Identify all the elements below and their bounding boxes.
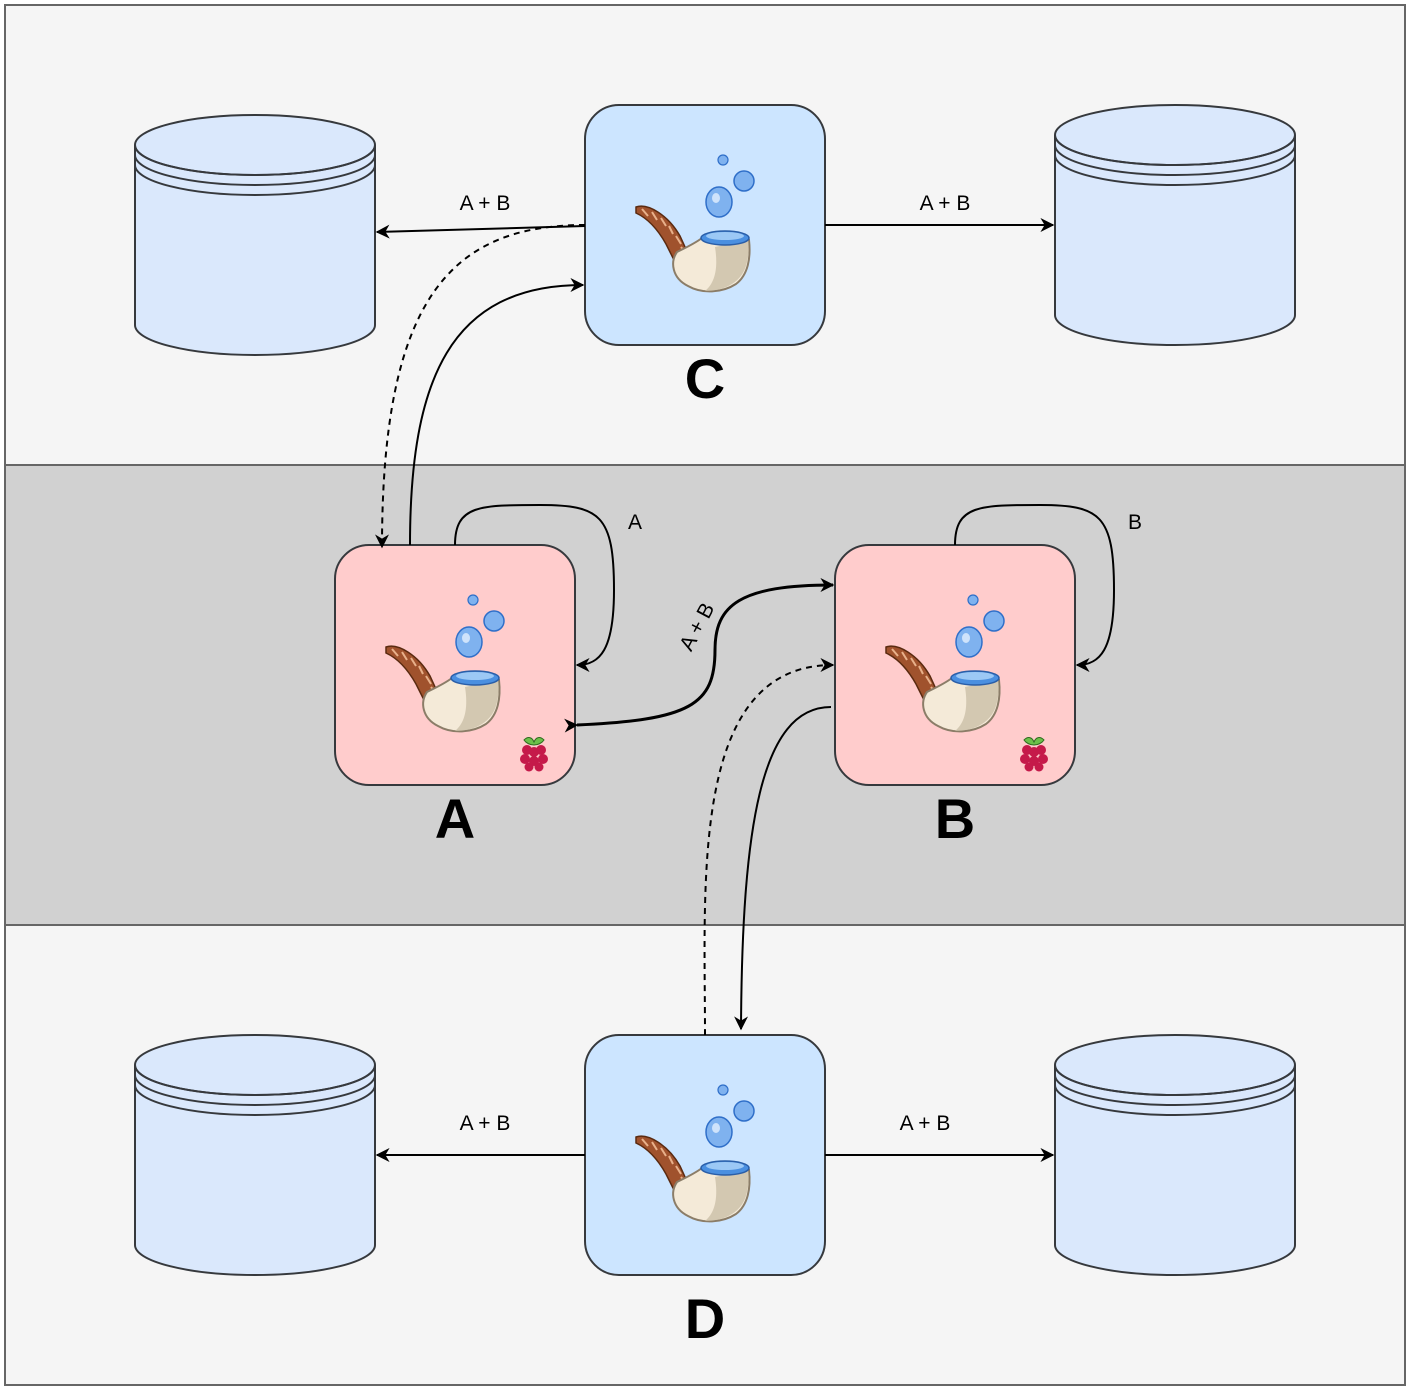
edge-c-to-a-dashed [375,224,586,549]
node-d-label: D [685,1287,725,1350]
edge-label-c-left: A + B [460,192,511,215]
database-top-left [134,114,376,356]
node-c[interactable] [584,104,826,346]
edge-d-to-b-dashed [703,658,835,1036]
edge-label-c-right: A + B [920,192,971,215]
node-d[interactable] [584,1034,826,1276]
edge-a-b-bidirectional [564,578,835,733]
node-b-label: B [935,787,975,850]
node-a[interactable] [334,544,576,786]
database-top-right [1054,104,1296,346]
edge-label-b-self: B [1128,511,1142,534]
node-a-label: A [435,787,475,850]
edge-b-self-loop [954,503,1116,672]
edge-a-to-c [409,278,585,546]
edge-label-d-right: A + B [900,1112,951,1135]
database-bottom-left [134,1034,376,1276]
node-c-label: C [685,347,725,410]
node-b[interactable] [834,544,1076,786]
edge-label-d-left: A + B [460,1112,511,1135]
database-bottom-right [1054,1034,1296,1276]
edge-b-to-d [734,706,832,1031]
edge-label-a-self: A [628,511,642,534]
middle-band [4,464,1406,926]
